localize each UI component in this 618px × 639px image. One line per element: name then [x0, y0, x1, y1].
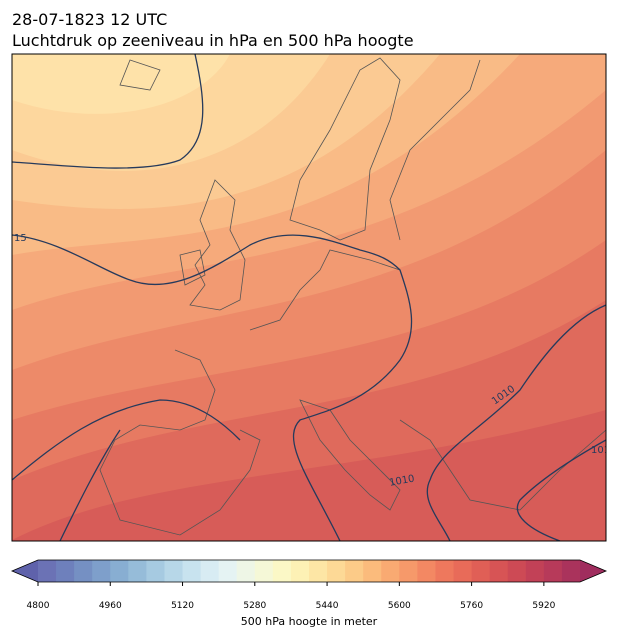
colorbar-band — [345, 560, 364, 582]
coastline — [119, 59, 161, 91]
colorbar-label: 500 hPa hoogte in meter — [241, 615, 378, 628]
colorbar-tick-label: 5280 — [243, 601, 266, 611]
colorbar-tick-label: 5600 — [388, 601, 411, 611]
coastline — [249, 249, 401, 331]
isobar — [516, 439, 606, 541]
isobar — [59, 429, 121, 541]
colorbar-band — [236, 560, 256, 582]
colorbar-over — [580, 560, 606, 582]
colorbar-band — [399, 560, 418, 582]
colorbar-band — [561, 560, 581, 582]
colorbar-tick-label: 5120 — [171, 601, 194, 611]
coastline — [179, 249, 206, 286]
colorbar-tick-label: 4960 — [99, 601, 122, 611]
colorbar-band — [164, 560, 184, 582]
coastline — [389, 59, 481, 241]
colorbar-band — [453, 560, 473, 582]
contour-label: 15 — [14, 233, 27, 244]
colorbar-band — [435, 560, 455, 582]
colorbar-band — [74, 560, 93, 582]
colorbar-band — [327, 560, 346, 582]
coastline — [399, 419, 606, 511]
colorbar-band — [182, 560, 202, 582]
colorbar-band — [417, 560, 436, 582]
colorbar-band — [128, 560, 147, 582]
contour-label: 1010 — [388, 474, 415, 489]
height-band — [12, 54, 230, 114]
coastline — [299, 399, 401, 511]
colorbar-band — [471, 560, 491, 582]
subtitle: Luchtdruk op zeeniveau in hPa en 500 hPa… — [12, 31, 414, 50]
colorbar-band — [543, 560, 563, 582]
isobar — [12, 54, 204, 169]
colorbar-band — [38, 560, 57, 582]
colorbar-band — [272, 560, 292, 582]
colorbar-tick-label: 5440 — [316, 601, 339, 611]
colorbar-band — [218, 560, 238, 582]
colorbar-band — [56, 560, 75, 582]
colorbar-band — [489, 560, 509, 582]
colorbar-band — [290, 560, 310, 582]
colorbar-band — [92, 560, 111, 582]
colorbar-band — [254, 560, 274, 582]
colorbar-band — [525, 560, 545, 582]
colorbar-band — [309, 560, 328, 582]
colorbar-under — [12, 560, 38, 582]
colorbar-tick-label: 5760 — [460, 601, 483, 611]
colorbar-band — [146, 560, 165, 582]
map: 15 1010 1010 101 — [12, 54, 610, 541]
coastline — [99, 349, 261, 536]
title: 28-07-1823 12 UTC — [12, 10, 167, 29]
coastline — [189, 179, 246, 311]
colorbar-tick-label: 4800 — [27, 601, 50, 611]
colorbar-band — [200, 560, 220, 582]
colorbar-band — [110, 560, 129, 582]
colorbar-band — [363, 560, 382, 582]
map-frame — [11, 53, 607, 542]
isobar — [426, 304, 606, 541]
colorbar-tick-label: 5920 — [532, 601, 555, 611]
colorbar-band — [507, 560, 527, 582]
colorbar: 4800 4960 5120 5280 5440 5600 5760 5920 — [10, 559, 608, 611]
coastline — [289, 57, 401, 241]
colorbar-band — [381, 560, 400, 582]
isobar — [12, 399, 241, 481]
isobar — [12, 234, 413, 541]
contour-label: 101 — [591, 445, 610, 456]
